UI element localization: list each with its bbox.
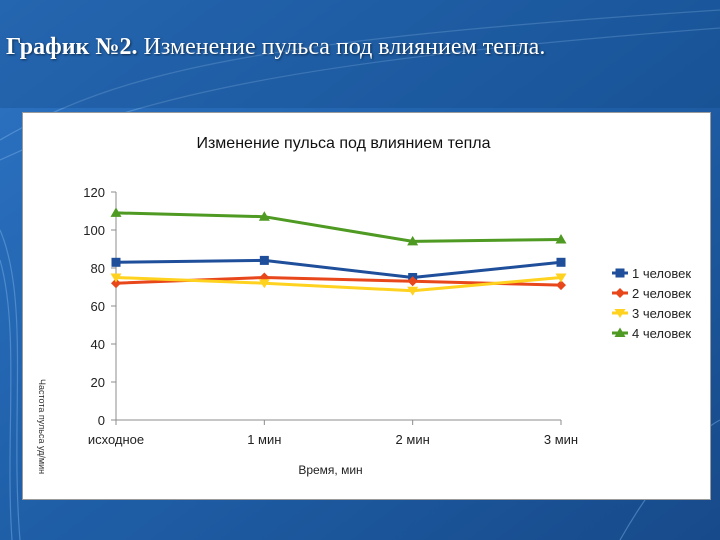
data-point-s2-4 (556, 280, 566, 291)
legend-label-4: 4 человек (632, 326, 691, 341)
data-point-s4-3 (407, 235, 419, 246)
data-point-s1-2 (259, 255, 269, 265)
y-tick-label: 40 (91, 337, 105, 352)
data-point-s3-3 (407, 286, 419, 296)
y-tick-label: 100 (83, 223, 105, 238)
data-point-s3-4 (555, 273, 567, 283)
slide-title: График №2. Изменение пульса под влиянием… (6, 34, 706, 61)
y-axis-title: Частота пульса уд/мин (37, 379, 47, 474)
chart-title: Изменение пульса под влиянием тепла (196, 135, 490, 152)
series-line-1 (115, 258, 562, 279)
y-tick-label: 60 (91, 299, 105, 314)
x-tick-label: 2 мин (396, 432, 430, 447)
data-point-s4-2 (258, 211, 270, 221)
series-line-4 (115, 211, 562, 243)
data-point-s1-4 (556, 257, 566, 267)
legend-label-2: 2 человек (632, 286, 691, 301)
legend-marker-1 (615, 268, 625, 278)
data-point-s2-3 (407, 276, 418, 287)
legend-marker-3 (614, 309, 626, 318)
slide-title-text: Изменение пульса под влиянием тепла. (137, 34, 546, 60)
line-chart: Изменение пульса под влиянием тепла 0 20 40… (37, 135, 691, 477)
legend-label-3: 3 человек (632, 306, 691, 321)
x-tick-label: исходное (88, 432, 144, 447)
x-tick-label: 3 мин (544, 432, 578, 447)
series-line-3 (115, 276, 562, 293)
y-tick-label: 120 (83, 185, 105, 200)
y-tick-label: 0 (98, 413, 105, 428)
data-point-s4-4 (555, 234, 567, 244)
y-tick-label: 20 (91, 375, 105, 390)
x-tick-label: 1 мин (247, 432, 281, 447)
data-point-s4-1 (110, 207, 122, 217)
legend-label-1: 1 человек (632, 266, 691, 281)
data-point-s1-1 (111, 257, 121, 267)
legend-marker-2 (615, 288, 625, 298)
data-point-s3-1 (110, 273, 122, 283)
y-tick-label: 80 (91, 261, 105, 276)
x-axis-title: Время, мин (298, 463, 362, 477)
data-point-s3-2 (258, 279, 270, 289)
data-point-s2-1 (111, 278, 121, 289)
legend-marker-4 (614, 327, 626, 337)
chart-panel: Изменение пульса под влиянием тепла 0 20 40… (22, 112, 711, 500)
slide-title-bold: График №2. (6, 34, 138, 60)
